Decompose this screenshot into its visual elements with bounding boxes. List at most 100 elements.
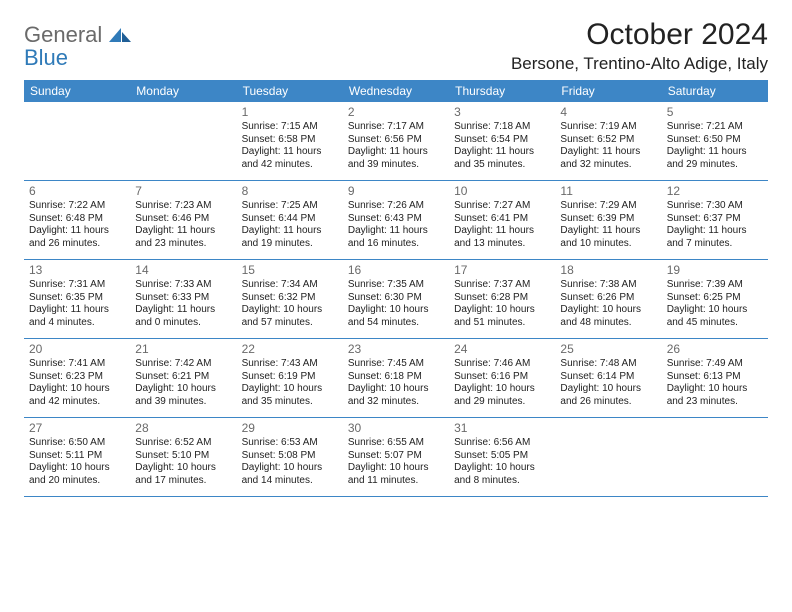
daylight-text: Daylight: 11 hours and 39 minutes. [348, 146, 444, 171]
sunset-text: Sunset: 6:13 PM [667, 371, 763, 384]
day-cell [662, 418, 768, 496]
day-number: 30 [348, 421, 444, 436]
day-header: Friday [555, 80, 661, 102]
daylight-text: Daylight: 10 hours and 42 minutes. [29, 383, 125, 408]
title-block: October 2024 Bersone, Trentino-Alto Adig… [511, 18, 768, 74]
day-cell: 2Sunrise: 7:17 AMSunset: 6:56 PMDaylight… [343, 102, 449, 180]
daylight-text: Daylight: 11 hours and 0 minutes. [135, 304, 231, 329]
day-number: 31 [454, 421, 550, 436]
daylight-text: Daylight: 10 hours and 20 minutes. [29, 462, 125, 487]
sunset-text: Sunset: 5:08 PM [242, 450, 338, 463]
day-cell: 15Sunrise: 7:34 AMSunset: 6:32 PMDayligh… [237, 260, 343, 338]
sunset-text: Sunset: 6:14 PM [560, 371, 656, 384]
day-cell: 8Sunrise: 7:25 AMSunset: 6:44 PMDaylight… [237, 181, 343, 259]
day-number: 10 [454, 184, 550, 199]
day-number: 7 [135, 184, 231, 199]
day-cell: 11Sunrise: 7:29 AMSunset: 6:39 PMDayligh… [555, 181, 661, 259]
day-header: Wednesday [343, 80, 449, 102]
sunrise-text: Sunrise: 7:31 AM [29, 279, 125, 292]
sunset-text: Sunset: 6:32 PM [242, 292, 338, 305]
day-cell: 25Sunrise: 7:48 AMSunset: 6:14 PMDayligh… [555, 339, 661, 417]
sunrise-text: Sunrise: 7:41 AM [29, 358, 125, 371]
sunrise-text: Sunrise: 7:19 AM [560, 121, 656, 134]
daylight-text: Daylight: 10 hours and 23 minutes. [667, 383, 763, 408]
day-cell: 20Sunrise: 7:41 AMSunset: 6:23 PMDayligh… [24, 339, 130, 417]
day-number: 6 [29, 184, 125, 199]
day-header: Monday [130, 80, 236, 102]
day-number: 28 [135, 421, 231, 436]
daylight-text: Daylight: 10 hours and 48 minutes. [560, 304, 656, 329]
calendar: SundayMondayTuesdayWednesdayThursdayFrid… [24, 80, 768, 497]
day-number: 11 [560, 184, 656, 199]
day-cell: 10Sunrise: 7:27 AMSunset: 6:41 PMDayligh… [449, 181, 555, 259]
daylight-text: Daylight: 11 hours and 32 minutes. [560, 146, 656, 171]
day-cell: 28Sunrise: 6:52 AMSunset: 5:10 PMDayligh… [130, 418, 236, 496]
sunrise-text: Sunrise: 7:48 AM [560, 358, 656, 371]
daylight-text: Daylight: 11 hours and 4 minutes. [29, 304, 125, 329]
day-number: 17 [454, 263, 550, 278]
header: General Blue October 2024 Bersone, Trent… [24, 18, 768, 74]
sunrise-text: Sunrise: 7:26 AM [348, 200, 444, 213]
daylight-text: Daylight: 10 hours and 51 minutes. [454, 304, 550, 329]
sunrise-text: Sunrise: 6:53 AM [242, 437, 338, 450]
sunset-text: Sunset: 6:48 PM [29, 213, 125, 226]
sunset-text: Sunset: 6:33 PM [135, 292, 231, 305]
day-cell [555, 418, 661, 496]
sunset-text: Sunset: 6:21 PM [135, 371, 231, 384]
daylight-text: Daylight: 11 hours and 13 minutes. [454, 225, 550, 250]
sunrise-text: Sunrise: 6:55 AM [348, 437, 444, 450]
day-number: 3 [454, 105, 550, 120]
day-number: 23 [348, 342, 444, 357]
sunrise-text: Sunrise: 7:33 AM [135, 279, 231, 292]
day-number: 29 [242, 421, 338, 436]
week-row: 13Sunrise: 7:31 AMSunset: 6:35 PMDayligh… [24, 260, 768, 339]
sunset-text: Sunset: 6:44 PM [242, 213, 338, 226]
week-row: 27Sunrise: 6:50 AMSunset: 5:11 PMDayligh… [24, 418, 768, 497]
day-number: 25 [560, 342, 656, 357]
day-number: 21 [135, 342, 231, 357]
weeks-container: 1Sunrise: 7:15 AMSunset: 6:58 PMDaylight… [24, 102, 768, 497]
daylight-text: Daylight: 11 hours and 26 minutes. [29, 225, 125, 250]
daylight-text: Daylight: 11 hours and 16 minutes. [348, 225, 444, 250]
day-number: 5 [667, 105, 763, 120]
sunset-text: Sunset: 6:54 PM [454, 134, 550, 147]
day-cell: 26Sunrise: 7:49 AMSunset: 6:13 PMDayligh… [662, 339, 768, 417]
day-number: 20 [29, 342, 125, 357]
day-cell: 24Sunrise: 7:46 AMSunset: 6:16 PMDayligh… [449, 339, 555, 417]
day-cell [24, 102, 130, 180]
day-header: Saturday [662, 80, 768, 102]
sunset-text: Sunset: 6:41 PM [454, 213, 550, 226]
sunrise-text: Sunrise: 7:18 AM [454, 121, 550, 134]
page-title: October 2024 [511, 18, 768, 52]
day-cell: 18Sunrise: 7:38 AMSunset: 6:26 PMDayligh… [555, 260, 661, 338]
daylight-text: Daylight: 11 hours and 19 minutes. [242, 225, 338, 250]
sunset-text: Sunset: 5:11 PM [29, 450, 125, 463]
sunrise-text: Sunrise: 7:29 AM [560, 200, 656, 213]
day-cell: 7Sunrise: 7:23 AMSunset: 6:46 PMDaylight… [130, 181, 236, 259]
daylight-text: Daylight: 10 hours and 29 minutes. [454, 383, 550, 408]
daylight-text: Daylight: 10 hours and 45 minutes. [667, 304, 763, 329]
day-cell: 31Sunrise: 6:56 AMSunset: 5:05 PMDayligh… [449, 418, 555, 496]
sunrise-text: Sunrise: 7:15 AM [242, 121, 338, 134]
page: General Blue October 2024 Bersone, Trent… [0, 0, 792, 515]
sunset-text: Sunset: 6:50 PM [667, 134, 763, 147]
day-number: 1 [242, 105, 338, 120]
day-cell: 19Sunrise: 7:39 AMSunset: 6:25 PMDayligh… [662, 260, 768, 338]
sunrise-text: Sunrise: 7:42 AM [135, 358, 231, 371]
sunrise-text: Sunrise: 7:49 AM [667, 358, 763, 371]
day-cell: 21Sunrise: 7:42 AMSunset: 6:21 PMDayligh… [130, 339, 236, 417]
brand-name-blue: Blue [24, 45, 131, 71]
sunrise-text: Sunrise: 7:37 AM [454, 279, 550, 292]
sunrise-text: Sunrise: 7:25 AM [242, 200, 338, 213]
day-header: Tuesday [237, 80, 343, 102]
sunrise-text: Sunrise: 7:30 AM [667, 200, 763, 213]
day-number: 18 [560, 263, 656, 278]
day-number: 24 [454, 342, 550, 357]
daylight-text: Daylight: 10 hours and 32 minutes. [348, 383, 444, 408]
day-cell: 29Sunrise: 6:53 AMSunset: 5:08 PMDayligh… [237, 418, 343, 496]
sunrise-text: Sunrise: 7:35 AM [348, 279, 444, 292]
sunrise-text: Sunrise: 6:52 AM [135, 437, 231, 450]
day-cell: 12Sunrise: 7:30 AMSunset: 6:37 PMDayligh… [662, 181, 768, 259]
sunset-text: Sunset: 6:26 PM [560, 292, 656, 305]
sunset-text: Sunset: 6:35 PM [29, 292, 125, 305]
